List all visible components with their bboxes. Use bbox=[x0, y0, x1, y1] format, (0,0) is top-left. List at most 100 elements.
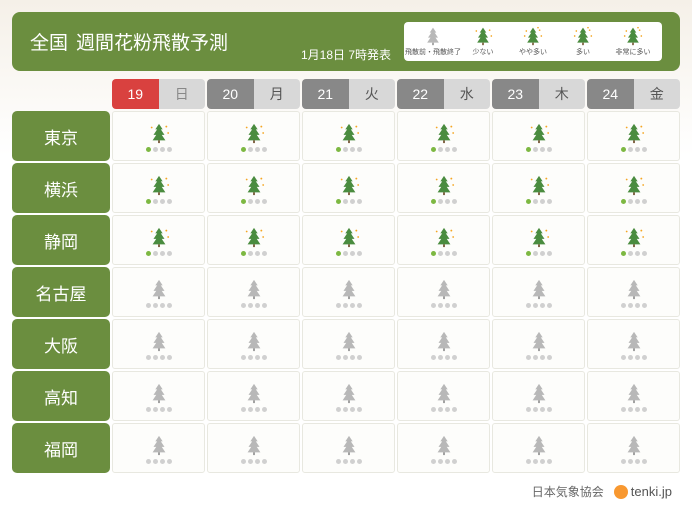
tree-icon bbox=[473, 26, 493, 46]
forecast-title: 週間花粉飛散予測 bbox=[76, 28, 228, 55]
forecast-cell bbox=[397, 267, 490, 317]
pollen-legend: 飛散前・飛散終了 少ない やや多い 多い 非常に多い bbox=[404, 22, 662, 61]
footer-logo: tenki.jp bbox=[614, 484, 672, 499]
city-label: 高知 bbox=[12, 371, 110, 421]
level-dots bbox=[431, 251, 457, 256]
forecast-cell bbox=[302, 319, 395, 369]
tree-icon bbox=[338, 224, 360, 248]
tree-icon bbox=[433, 432, 455, 456]
tree-icon bbox=[433, 172, 455, 196]
level-dots bbox=[336, 199, 362, 204]
forecast-cell bbox=[112, 423, 205, 473]
level-dots bbox=[146, 407, 172, 412]
tree-icon bbox=[338, 432, 360, 456]
date-number: 21 bbox=[302, 79, 349, 109]
tree-icon bbox=[623, 328, 645, 352]
issue-date: 1月18日 7時発表 bbox=[301, 46, 391, 63]
level-dots bbox=[336, 355, 362, 360]
level-dots bbox=[621, 407, 647, 412]
city-label: 静岡 bbox=[12, 215, 110, 265]
tree-icon bbox=[623, 172, 645, 196]
level-dots bbox=[621, 147, 647, 152]
date-header: 19日 bbox=[112, 79, 205, 109]
tree-icon bbox=[243, 120, 265, 144]
tree-icon bbox=[433, 276, 455, 300]
tree-icon bbox=[528, 432, 550, 456]
forecast-cell bbox=[207, 111, 300, 161]
forecast-cell bbox=[207, 371, 300, 421]
forecast-cell bbox=[207, 267, 300, 317]
footer-source: 日本気象協会 bbox=[532, 483, 604, 500]
level-dots bbox=[621, 199, 647, 204]
date-header: 20月 bbox=[207, 79, 300, 109]
level-dots bbox=[241, 407, 267, 412]
forecast-cell bbox=[112, 371, 205, 421]
legend-item: 飛散前・飛散終了 bbox=[410, 26, 456, 57]
sun-icon bbox=[614, 485, 628, 499]
city-label: 横浜 bbox=[12, 163, 110, 213]
level-dots bbox=[431, 147, 457, 152]
forecast-cell bbox=[112, 319, 205, 369]
tree-icon bbox=[623, 432, 645, 456]
tree-icon bbox=[148, 224, 170, 248]
tree-icon bbox=[623, 380, 645, 404]
level-dots bbox=[146, 355, 172, 360]
tree-icon bbox=[528, 120, 550, 144]
forecast-cell bbox=[397, 423, 490, 473]
level-dots bbox=[431, 459, 457, 464]
level-dots bbox=[526, 459, 552, 464]
day-name: 木 bbox=[539, 79, 586, 109]
city-label: 大阪 bbox=[12, 319, 110, 369]
day-name: 金 bbox=[634, 79, 681, 109]
level-dots bbox=[336, 251, 362, 256]
tree-icon bbox=[243, 172, 265, 196]
tree-icon bbox=[523, 26, 543, 46]
level-dots bbox=[146, 459, 172, 464]
city-label: 福岡 bbox=[12, 423, 110, 473]
tree-icon bbox=[243, 276, 265, 300]
tree-icon bbox=[433, 120, 455, 144]
tree-icon bbox=[528, 380, 550, 404]
level-dots bbox=[526, 355, 552, 360]
level-dots bbox=[146, 303, 172, 308]
tree-icon bbox=[148, 276, 170, 300]
forecast-header: 全国 週間花粉飛散予測 1月18日 7時発表 飛散前・飛散終了 少ない やや多い… bbox=[12, 12, 680, 71]
forecast-cell bbox=[207, 423, 300, 473]
forecast-cell bbox=[587, 267, 680, 317]
forecast-cell bbox=[397, 163, 490, 213]
level-dots bbox=[241, 251, 267, 256]
date-header: 24金 bbox=[587, 79, 680, 109]
level-dots bbox=[431, 355, 457, 360]
level-dots bbox=[526, 147, 552, 152]
day-name: 水 bbox=[444, 79, 491, 109]
level-dots bbox=[336, 147, 362, 152]
level-dots bbox=[241, 355, 267, 360]
level-dots bbox=[336, 459, 362, 464]
tree-icon bbox=[338, 276, 360, 300]
forecast-cell bbox=[492, 111, 585, 161]
legend-label: 飛散前・飛散終了 bbox=[405, 47, 461, 57]
forecast-cell bbox=[112, 267, 205, 317]
forecast-cell bbox=[492, 371, 585, 421]
level-dots bbox=[241, 199, 267, 204]
day-name: 日 bbox=[159, 79, 206, 109]
level-dots bbox=[241, 459, 267, 464]
tree-icon bbox=[423, 26, 443, 46]
date-number: 22 bbox=[397, 79, 444, 109]
forecast-cell bbox=[397, 215, 490, 265]
date-number: 20 bbox=[207, 79, 254, 109]
tree-icon bbox=[528, 276, 550, 300]
level-dots bbox=[526, 251, 552, 256]
date-header: 22水 bbox=[397, 79, 490, 109]
level-dots bbox=[146, 199, 172, 204]
tree-icon bbox=[623, 26, 643, 46]
tree-icon bbox=[528, 328, 550, 352]
level-dots bbox=[431, 303, 457, 308]
date-header: 23木 bbox=[492, 79, 585, 109]
tree-icon bbox=[433, 224, 455, 248]
tree-icon bbox=[338, 380, 360, 404]
tree-icon bbox=[243, 224, 265, 248]
legend-item: 非常に多い bbox=[610, 26, 656, 57]
tree-icon bbox=[148, 120, 170, 144]
forecast-cell bbox=[302, 111, 395, 161]
